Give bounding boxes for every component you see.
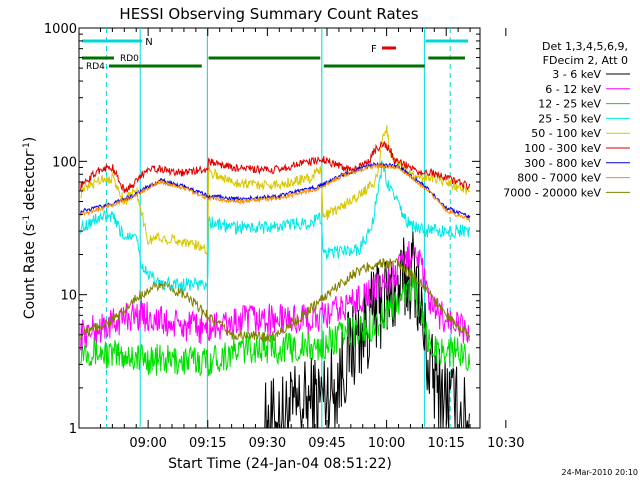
chart-title: HESSI Observing Summary Count Rates — [119, 5, 418, 23]
f-flag-label: F — [371, 44, 377, 55]
series-line — [80, 161, 471, 219]
y-axis-label: Count Rate (s-1 detector-1) — [22, 137, 38, 319]
legend-header: FDecim 2, Att 0 — [543, 54, 628, 67]
x-tick-label: 09:30 — [249, 436, 286, 451]
series-line — [80, 162, 471, 223]
x-tick-label: 09:15 — [189, 436, 226, 451]
legend-entry-label: 25 - 50 keV — [538, 112, 601, 125]
rd4-flag-label: RD4 — [86, 62, 105, 72]
legend-header: Det 1,3,4,5,6,9, — [542, 40, 628, 53]
y-tick-label: 100 — [52, 155, 77, 170]
x-tick-label: 10:30 — [487, 436, 524, 451]
x-axis-label: Start Time (24-Jan-04 08:51:22) — [168, 456, 392, 472]
series-line — [80, 240, 470, 351]
legend-entry-label: 12 - 25 keV — [538, 98, 601, 111]
timestamp: 24-Mar-2010 20:10 — [562, 468, 639, 477]
x-tick-label: 09:00 — [129, 436, 166, 451]
series-line — [80, 125, 471, 255]
series-line — [80, 159, 471, 292]
legend-entry-label: 800 - 7000 keV — [517, 172, 601, 185]
x-tick-label: 10:15 — [427, 436, 464, 451]
legend-entry-label: 300 - 800 keV — [524, 157, 601, 170]
series-lines — [80, 125, 471, 429]
legend-entry-label: 3 - 6 keV — [552, 68, 601, 81]
y-tick-label: 1000 — [44, 22, 77, 37]
y-tick-label: 10 — [60, 289, 77, 304]
rd0-flag-label: RD0 — [120, 54, 139, 64]
flag-bars: N F RD0 RD4 — [82, 37, 468, 72]
legend-entry-label: 7000 - 20000 keV — [503, 186, 601, 199]
series-line — [80, 257, 471, 342]
x-tick-label: 10:00 — [368, 436, 405, 451]
series-line — [80, 140, 471, 194]
legend-entry-label: 6 - 12 keV — [545, 83, 601, 96]
n-flag-label: N — [145, 37, 152, 48]
legend: Det 1,3,4,5,6,9,FDecim 2, Att 03 - 6 keV… — [503, 40, 630, 199]
x-tick-label: 09:45 — [308, 436, 345, 451]
y-tick-label: 1 — [69, 422, 77, 437]
axes: 1 10 100 1000 09:00 09:15 09:30 09:45 10:00 10:15… — [44, 22, 525, 451]
legend-entry-label: 50 - 100 keV — [531, 127, 601, 140]
legend-entry-label: 100 - 300 keV — [524, 142, 601, 155]
